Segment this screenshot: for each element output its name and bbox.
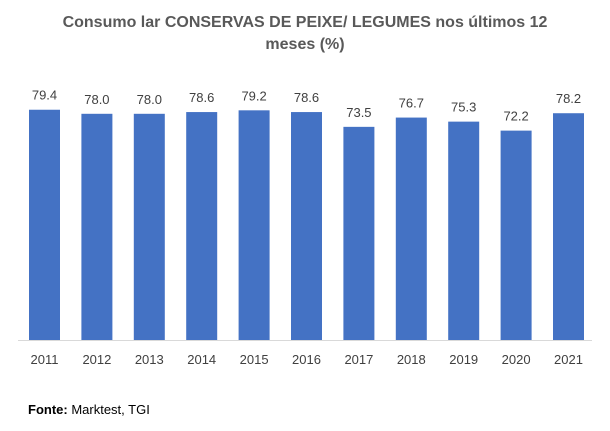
chart-title: Consumo lar CONSERVAS DE PEIXE/ LEGUMES …	[62, 14, 548, 53]
bar-2017	[343, 126, 375, 340]
data-label-2021: 78.2	[556, 91, 581, 106]
data-label-2019: 75.3	[451, 100, 476, 115]
bar-2021	[553, 113, 584, 340]
source-note: Fonte: Marktest, TGI	[28, 402, 150, 417]
data-label-2016: 78.6	[294, 90, 319, 105]
bar-2020	[500, 130, 532, 340]
x-tick-2013: 2013	[135, 352, 164, 367]
x-tick-2019: 2019	[449, 352, 478, 367]
x-tick-2011: 2011	[31, 352, 59, 367]
data-label-2017: 73.5	[346, 105, 371, 120]
data-label-2013: 78.0	[137, 92, 162, 107]
bar-2013	[133, 113, 165, 340]
x-tick-2018: 2018	[397, 352, 426, 367]
data-label-2011: 79.4	[32, 88, 57, 103]
data-label-2014: 78.6	[189, 90, 214, 105]
bar-2015	[238, 110, 270, 340]
bar-2016	[291, 112, 322, 340]
x-tick-2014: 2014	[187, 352, 216, 367]
bar-2012	[81, 113, 113, 340]
data-label-2020: 72.2	[503, 109, 528, 124]
bar-2011	[29, 109, 60, 341]
x-tick-2015: 2015	[240, 352, 269, 367]
x-tick-2021: 2021	[554, 352, 583, 367]
x-tick-2017: 2017	[344, 352, 373, 367]
data-label-2018: 76.7	[399, 96, 424, 111]
data-label-2015: 79.2	[241, 88, 266, 103]
source-text: Marktest, TGI	[67, 402, 150, 417]
x-tick-2016: 2016	[292, 352, 321, 367]
bar-2019	[448, 121, 480, 340]
bar-2014	[186, 112, 218, 340]
x-tick-2012: 2012	[82, 352, 111, 367]
x-tick-2020: 2020	[502, 352, 531, 367]
source-label: Fonte:	[28, 402, 68, 417]
bar-2018	[395, 117, 427, 340]
data-label-2012: 78.0	[84, 92, 109, 107]
